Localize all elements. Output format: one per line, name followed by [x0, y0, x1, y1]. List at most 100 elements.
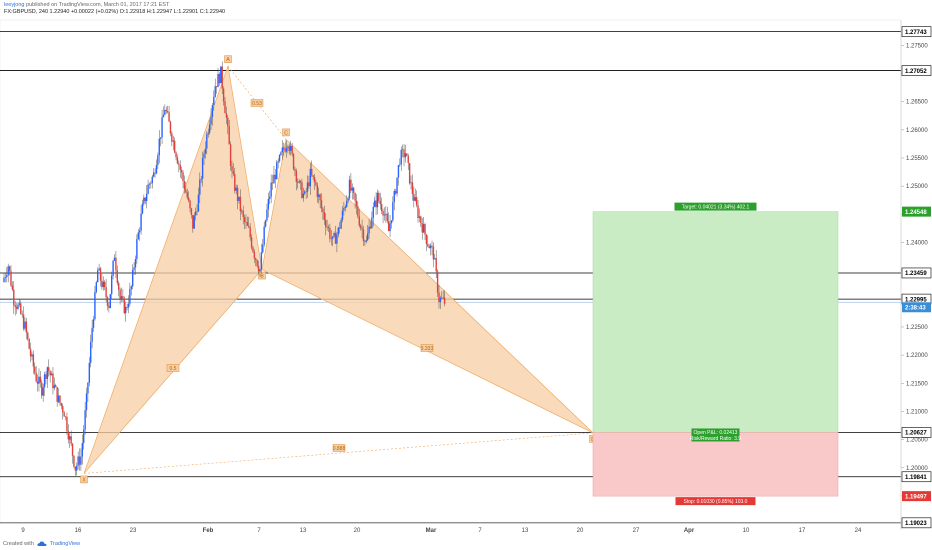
candle-body: [60, 403, 63, 407]
candle-body: [421, 223, 423, 233]
candle-body: [221, 66, 223, 89]
level-price-tag-bg[interactable]: [901, 471, 932, 483]
long-position-tool[interactable]: Target: 0.04021 (3.34%) 402.1 Stop: 0.010…: [592, 202, 839, 506]
candle-body: [376, 192, 379, 208]
candle-body: [305, 191, 307, 193]
candle-body: [383, 214, 386, 216]
candle-body: [365, 240, 367, 242]
time-tick-label: 13: [300, 528, 307, 534]
candle-body: [287, 146, 289, 148]
candle-body: [354, 192, 356, 201]
chart-header: leeyjong published on TradingView.com, M…: [4, 2, 225, 16]
loss-zone[interactable]: [592, 432, 839, 497]
candle-body: [143, 197, 145, 204]
candle-body: [245, 221, 247, 223]
price-tick-label: 1.26000: [906, 128, 928, 134]
time-tick-label: 10: [743, 528, 750, 534]
candle-body: [46, 367, 49, 379]
candle-body: [190, 208, 193, 215]
candle-body: [29, 348, 32, 357]
candle-body: [343, 208, 345, 211]
candle-body: [105, 287, 107, 298]
candle-body: [137, 232, 139, 240]
candle-body: [266, 209, 268, 221]
candle-body: [302, 193, 305, 198]
candle-body: [152, 172, 155, 177]
level-price-tag-bg[interactable]: [901, 427, 932, 438]
candle-body: [206, 134, 208, 149]
pattern-point-label: C: [284, 130, 288, 136]
countdown-price-tag-bg[interactable]: [902, 302, 931, 313]
candle-body: [133, 267, 135, 270]
stop-price-tag-bg[interactable]: [902, 491, 931, 502]
candle-body: [220, 66, 222, 84]
author-link[interactable]: leeyjong: [4, 2, 25, 8]
tradingview-cloud-icon: [37, 541, 47, 546]
price-axis[interactable]: 1.275001.270001.265001.260001.255001.250…: [900, 20, 932, 530]
price-tick-label: 1.20000: [906, 466, 928, 472]
candle-body: [269, 196, 271, 199]
time-tick-label: Apr: [684, 528, 695, 534]
target-price-tag-bg[interactable]: [902, 206, 931, 217]
candle-body: [375, 200, 377, 208]
candle-body: [218, 73, 221, 84]
candle-body: [147, 184, 149, 194]
candle-body: [106, 297, 109, 307]
candle-body: [260, 252, 263, 270]
candle-body: [145, 193, 148, 202]
candle-body: [38, 376, 40, 384]
candle-body: [413, 193, 415, 201]
candle-body: [231, 166, 233, 172]
level-price-tag-bg[interactable]: [901, 517, 932, 529]
candle-body: [28, 338, 30, 349]
candle-body: [400, 149, 402, 165]
tradingview-brand[interactable]: TradingView: [49, 541, 81, 547]
candle-body: [368, 226, 370, 234]
candle-body: [112, 260, 114, 276]
candle-body: [341, 210, 344, 221]
stop-label-bg: [675, 497, 756, 506]
candle-body: [97, 270, 99, 283]
pattern-point-label: B: [260, 274, 264, 280]
candle-body: [70, 436, 72, 444]
ratio-label-box: [166, 364, 180, 372]
candle-body: [168, 112, 170, 122]
candlesticks: [3, 61, 446, 476]
price-tick-label: 1.27500: [906, 43, 928, 49]
pattern-point-box: [282, 128, 290, 137]
level-price-tag-bg[interactable]: [901, 267, 932, 279]
candle-body: [336, 234, 338, 244]
candle-body: [213, 96, 215, 106]
candle-body: [284, 149, 286, 152]
candle-body: [64, 416, 67, 418]
candle-body: [290, 145, 292, 151]
level-price-tag-bg[interactable]: [901, 26, 932, 37]
candle-body: [348, 179, 351, 199]
price-tick-label: 1.25500: [906, 156, 928, 162]
candle-body: [280, 152, 282, 155]
candle-body: [235, 187, 237, 191]
candle-body: [417, 205, 419, 218]
candle-body: [224, 101, 226, 114]
candle-body: [39, 376, 42, 383]
candle-body: [81, 443, 84, 457]
candle-body: [415, 197, 418, 206]
candle-body: [53, 385, 56, 389]
candle-body: [344, 206, 346, 209]
candle-body: [441, 297, 443, 299]
candle-body: [428, 246, 430, 249]
candle-body: [361, 227, 363, 230]
candle-body: [345, 200, 348, 207]
time-axis[interactable]: 9 16 23 Feb 7 13 20 Mar 7 13 20 27 Apr 10 17 24: [0, 522, 901, 534]
candle-body: [411, 182, 414, 194]
candle-body: [291, 145, 293, 154]
candle-body: [270, 182, 272, 197]
profit-zone[interactable]: [592, 211, 839, 433]
ratio-label-box: [250, 99, 264, 107]
candle-body: [73, 455, 75, 467]
candle-body: [315, 182, 317, 186]
level-price-tag-bg[interactable]: [901, 65, 932, 76]
candle-body: [120, 296, 123, 299]
candle-body: [238, 196, 240, 201]
